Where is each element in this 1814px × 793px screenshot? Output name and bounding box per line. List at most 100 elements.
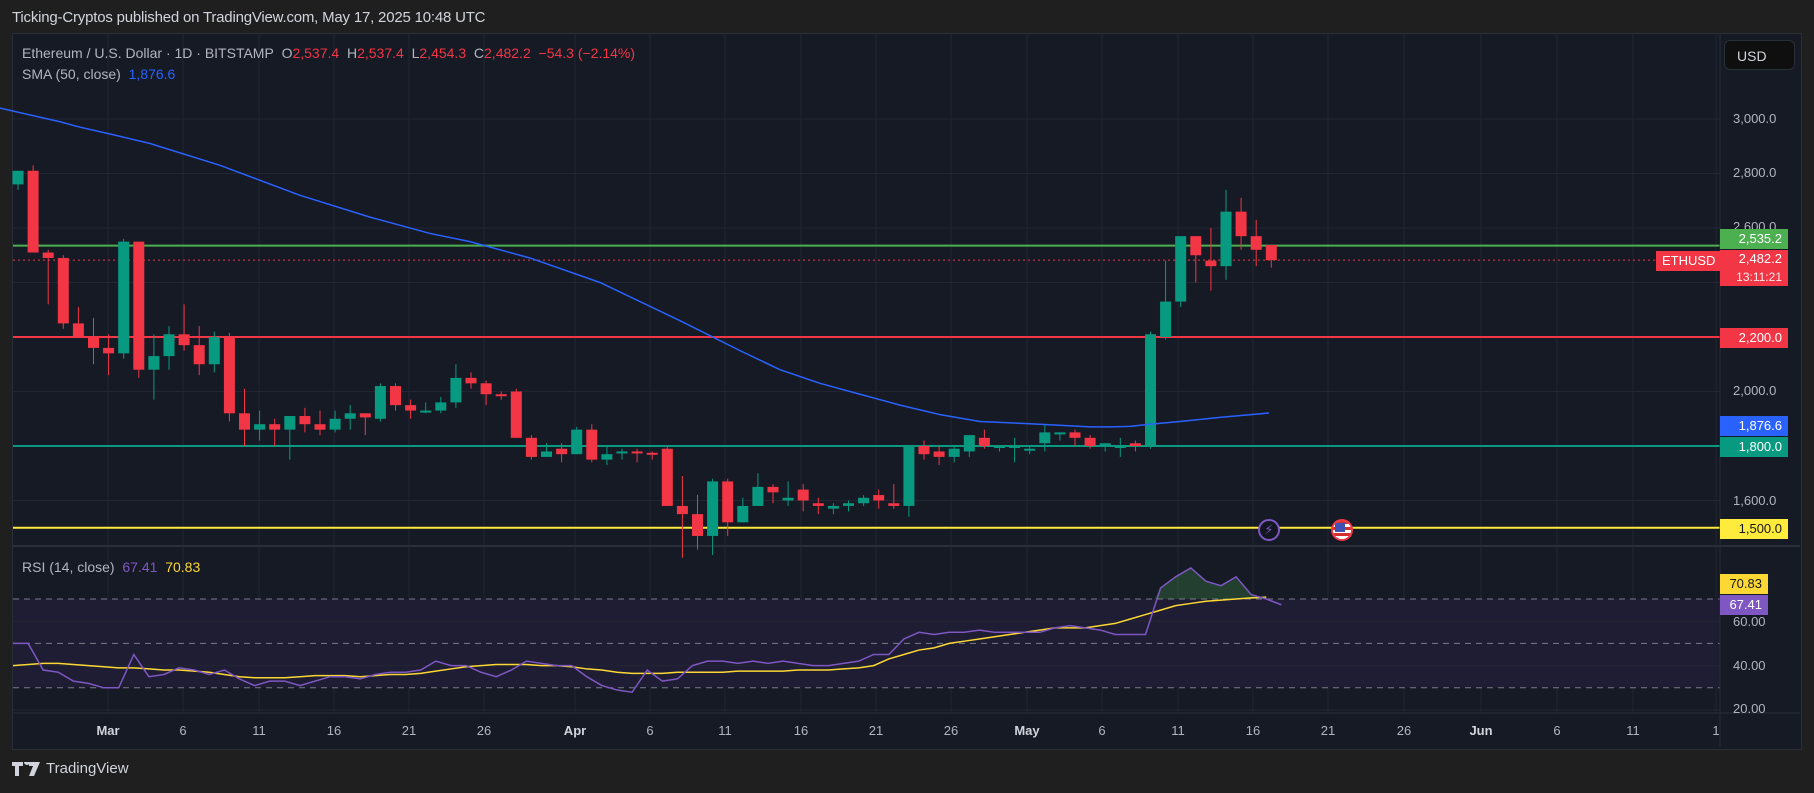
candle-body <box>601 454 613 460</box>
candle-body <box>616 451 628 454</box>
time-tick: 6 <box>179 723 187 738</box>
candle-body <box>963 435 975 452</box>
time-tick: 16 <box>326 723 342 738</box>
time-tick: 26 <box>1396 723 1412 738</box>
candle-body <box>1220 211 1232 267</box>
candle-body <box>797 489 809 501</box>
rsi-label: RSI (14, close) <box>22 559 115 575</box>
candle-body <box>903 446 915 506</box>
time-tick: 1 <box>1712 723 1720 738</box>
candle-body <box>435 402 447 411</box>
time-tick: 21 <box>401 723 417 738</box>
candle-body <box>933 451 945 457</box>
rsi-tick-60: 60.00 <box>1733 614 1766 629</box>
us-flag-event-icon[interactable] <box>1331 519 1353 541</box>
tradingview-brand: TradingView <box>46 760 129 777</box>
candle-body <box>57 257 69 324</box>
time-tick: Apr <box>563 723 587 738</box>
candle-body <box>1265 245 1277 261</box>
time-tick: Mar <box>96 723 120 738</box>
candle-body <box>1235 211 1247 237</box>
candle-body <box>1069 432 1081 438</box>
time-tick: 26 <box>476 723 492 738</box>
price-tick-2000: 2,000.0 <box>1733 383 1777 398</box>
level-1500-tag: 1,500.0 <box>1720 519 1788 539</box>
rsi-tag: 67.41 <box>1720 595 1768 615</box>
candle-body <box>1039 432 1051 444</box>
candle-body <box>405 405 417 411</box>
sma-tag: 1,876.6 <box>1720 416 1788 436</box>
candle-body <box>103 347 115 354</box>
candle-body <box>178 334 190 346</box>
candle-body <box>1054 432 1066 435</box>
candle-body <box>495 394 507 397</box>
countdown-timer: 13:11:21 <box>1736 270 1782 284</box>
time-tick: May <box>1014 723 1040 738</box>
candle-body <box>586 429 598 460</box>
level-1800-tag: 1,800.0 <box>1720 437 1788 457</box>
candle-body <box>450 377 462 403</box>
high-value: 2,537.4 <box>357 45 404 61</box>
candle-body <box>510 391 522 438</box>
rsi-tick-40: 40.00 <box>1733 658 1766 673</box>
rsi-legend[interactable]: RSI (14, close) 67.41 70.83 <box>22 559 200 575</box>
candle-body <box>737 505 749 523</box>
rsi-tick-20: 20.00 <box>1733 701 1766 716</box>
candle-body <box>556 448 568 455</box>
time-tick: 6 <box>646 723 654 738</box>
candle-body <box>782 497 794 501</box>
time-tick: 16 <box>1245 723 1261 738</box>
candle-body <box>858 497 870 504</box>
candle-body <box>918 446 930 455</box>
candle-body <box>1099 443 1111 446</box>
open-value: 2,537.4 <box>292 45 340 61</box>
candle-body <box>752 486 764 506</box>
time-tick: 11 <box>252 723 266 738</box>
candle-body <box>1009 446 1021 448</box>
sma-legend[interactable]: SMA (50, close) 1,876.6 <box>22 66 175 82</box>
candle-body <box>843 503 854 506</box>
candle-body <box>133 241 145 370</box>
symbol-title[interactable]: Ethereum / U.S. Dollar · 1D · BITSTAMP <box>22 45 274 61</box>
candle-body <box>676 505 688 515</box>
candle-body <box>812 503 824 506</box>
candle-body <box>299 416 311 425</box>
currency-button[interactable]: USD <box>1724 40 1795 70</box>
symbol-legend: Ethereum / U.S. Dollar · 1D · BITSTAMP O… <box>22 45 636 61</box>
tradingview-logo-icon <box>12 761 40 776</box>
time-tick: 6 <box>1098 723 1106 738</box>
candle-body <box>1160 301 1172 337</box>
candle-body <box>314 424 326 430</box>
close-value: 2,482.2 <box>484 45 531 61</box>
candle-body <box>254 424 266 430</box>
price-tick-1600: 1,600.0 <box>1733 493 1777 508</box>
tradingview-logo[interactable]: TradingView <box>12 760 129 777</box>
price-tick-2800: 2,800.0 <box>1733 165 1777 180</box>
candle-body <box>239 413 250 430</box>
rsi-overbought-fill <box>1154 567 1260 599</box>
candle-body <box>827 505 839 509</box>
candle-body <box>223 337 235 414</box>
time-tick: 11 <box>718 723 732 738</box>
candle-body <box>42 252 54 258</box>
candle-body <box>661 448 673 506</box>
time-tick: 26 <box>943 723 959 738</box>
candle-body <box>480 383 492 395</box>
candle-body <box>1205 260 1217 267</box>
candle-body <box>948 448 960 457</box>
lightning-event-icon[interactable]: ⚡ <box>1258 519 1280 541</box>
sma-label: SMA (50, close) <box>22 66 121 82</box>
time-tick: 11 <box>1171 723 1185 738</box>
candle-body <box>329 418 341 430</box>
candle-body <box>525 437 537 457</box>
rsi-value: 67.41 <box>122 559 158 575</box>
candle-body <box>722 481 734 523</box>
candle-body <box>1114 446 1126 448</box>
price-tick-3000: 3,000.0 <box>1733 111 1777 126</box>
candle-body <box>994 446 1005 448</box>
sma-line <box>0 107 1270 428</box>
publisher-line: Ticking-Cryptos published on TradingView… <box>12 9 486 26</box>
time-tick: 21 <box>1320 723 1336 738</box>
candle-body <box>707 481 719 536</box>
